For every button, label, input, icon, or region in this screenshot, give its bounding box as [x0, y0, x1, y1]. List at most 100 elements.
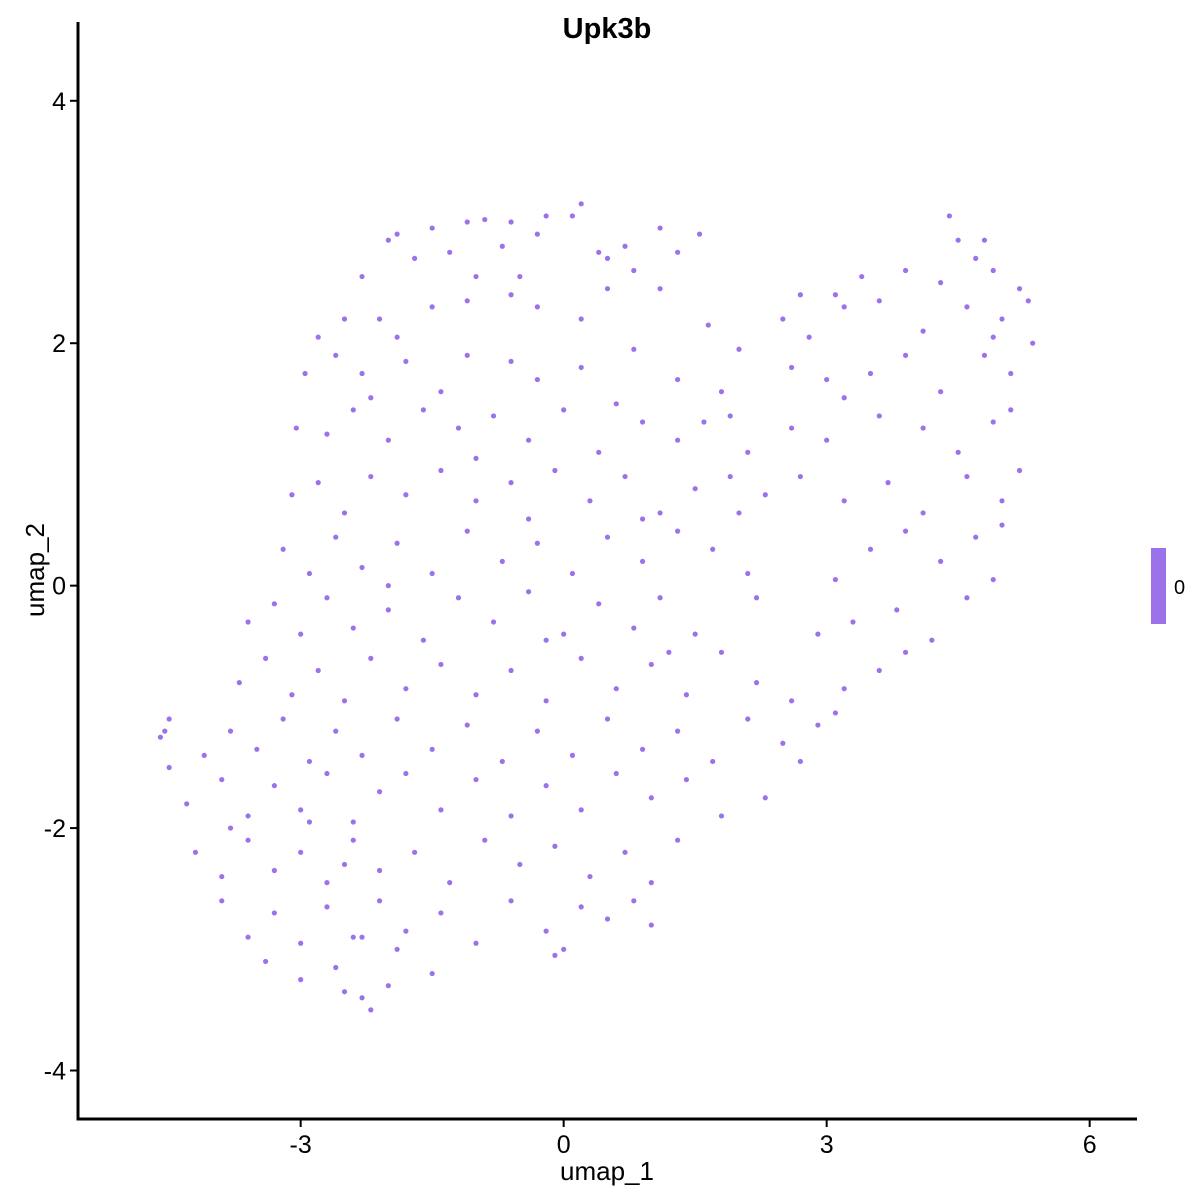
- data-point: [639, 419, 646, 425]
- data-point: [569, 752, 576, 758]
- data-point: [622, 849, 628, 855]
- data-point: [403, 358, 409, 365]
- data-point: [473, 455, 479, 461]
- data-point: [341, 698, 348, 704]
- data-point: [692, 631, 698, 637]
- data-point: [271, 867, 277, 874]
- data-point: [534, 231, 540, 237]
- data-point: [359, 995, 365, 1001]
- data-point: [938, 389, 944, 395]
- data-point: [306, 570, 313, 577]
- data-point: [587, 873, 593, 880]
- data-point: [420, 637, 427, 643]
- data-point: [543, 213, 549, 219]
- data-point: [859, 273, 865, 280]
- data-point: [613, 686, 619, 692]
- data-point: [806, 334, 812, 340]
- data-point: [920, 425, 926, 431]
- data-point: [727, 473, 733, 480]
- data-point: [622, 243, 628, 249]
- axes: -3 0 3 6 -4 -2 0 2 4: [44, 22, 1137, 1159]
- data-point: [368, 395, 374, 401]
- data-point: [464, 528, 470, 534]
- data-point: [788, 698, 795, 704]
- data-point: [350, 837, 356, 843]
- data-point: [254, 746, 260, 752]
- data-point: [999, 522, 1005, 528]
- data-point: [596, 249, 602, 255]
- data-point: [938, 280, 944, 286]
- data-point: [824, 376, 830, 383]
- data-point: [973, 255, 979, 261]
- data-point: [394, 334, 400, 340]
- data-point: [464, 298, 470, 304]
- data-point: [604, 916, 611, 922]
- data-point: [263, 958, 269, 965]
- data-point: [552, 843, 558, 849]
- data-point: [368, 473, 374, 480]
- data-point: [403, 492, 409, 498]
- data-point: [631, 267, 637, 274]
- y-tick-label: -4: [44, 1058, 66, 1086]
- data-point: [376, 898, 383, 904]
- data-point: [526, 589, 532, 595]
- data-point: [271, 910, 277, 916]
- data-point: [578, 364, 584, 371]
- data-point: [990, 576, 996, 583]
- data-point: [473, 776, 479, 783]
- data-point: [508, 898, 514, 904]
- data-point: [298, 849, 304, 855]
- data-point: [639, 746, 646, 752]
- data-point: [447, 880, 453, 886]
- data-point: [604, 716, 611, 722]
- data-point: [508, 480, 514, 486]
- data-point: [385, 607, 391, 613]
- data-point: [368, 1007, 374, 1013]
- data-point: [604, 286, 611, 292]
- data-point: [280, 546, 286, 552]
- data-point: [227, 728, 234, 734]
- data-point: [841, 304, 847, 310]
- data-point: [534, 376, 540, 383]
- data-point: [184, 801, 190, 807]
- data-point: [306, 758, 313, 765]
- data-point: [543, 928, 549, 934]
- data-point: [227, 825, 234, 831]
- data-point: [473, 273, 479, 280]
- data-point: [490, 619, 497, 625]
- data-point: [201, 752, 207, 758]
- data-point: [508, 667, 514, 674]
- data-point: [876, 667, 882, 674]
- data-point: [745, 716, 751, 722]
- data-point: [508, 292, 514, 298]
- data-point: [543, 783, 549, 789]
- data-point: [981, 237, 988, 243]
- data-point: [736, 510, 742, 516]
- data-point: [561, 631, 567, 637]
- data-point: [473, 498, 479, 504]
- points-layer: [157, 201, 1036, 1013]
- data-point: [385, 437, 391, 443]
- data-point: [692, 486, 698, 492]
- data-point: [385, 983, 391, 989]
- data-point: [639, 558, 646, 565]
- data-point: [675, 528, 681, 534]
- data-point: [394, 231, 400, 237]
- data-point: [455, 595, 462, 601]
- data-point: [675, 437, 681, 443]
- data-point: [850, 619, 856, 625]
- data-point: [955, 237, 961, 243]
- data-point: [341, 510, 348, 516]
- data-point: [508, 219, 514, 225]
- data-point: [657, 510, 663, 516]
- data-point: [333, 728, 339, 734]
- data-point: [973, 534, 979, 540]
- data-point: [981, 352, 988, 358]
- data-point: [438, 661, 444, 668]
- data-point: [832, 576, 839, 583]
- data-point: [561, 946, 567, 952]
- data-point: [920, 510, 926, 516]
- data-point: [219, 776, 225, 783]
- data-point: [675, 249, 681, 255]
